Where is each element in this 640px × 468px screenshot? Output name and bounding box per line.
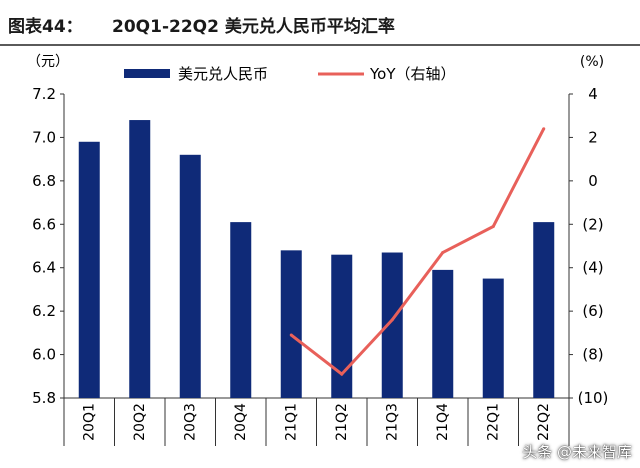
x-tick-label: 21Q1 [283, 403, 299, 441]
yoy-point-21Q1 [289, 333, 293, 337]
title-rule [0, 44, 640, 46]
figure-title: 20Q1-22Q2 美元兑人民币平均汇率 [112, 17, 395, 37]
x-tick-label: 20Q4 [233, 403, 249, 441]
figure-label: 图表44： [8, 17, 83, 37]
left-tick-label: 6.4 [32, 259, 56, 277]
x-tick-label: 20Q3 [182, 403, 198, 441]
x-tick-label: 22Q2 [536, 403, 552, 441]
legend-bar-swatch [124, 69, 170, 78]
left-tick-label: 7.0 [32, 128, 56, 146]
left-tick-label: 6.6 [32, 215, 56, 233]
right-tick-label: (8) [582, 346, 603, 364]
left-tick-label: 5.8 [32, 389, 56, 407]
bar-20Q3 [179, 154, 201, 398]
legend-bar-label: 美元兑人民币 [178, 65, 268, 83]
right-tick-label: 4 [588, 85, 598, 103]
yoy-point-22Q1 [491, 224, 495, 228]
x-tick-label: 21Q3 [384, 403, 400, 441]
x-tick-label: 20Q1 [81, 403, 97, 441]
yoy-point-21Q3 [390, 318, 394, 322]
left-tick-label: 6.0 [32, 346, 56, 364]
right-tick-label: 0 [588, 172, 598, 190]
bar-21Q1 [280, 250, 302, 398]
legend-line-label: YoY（右轴） [369, 65, 456, 83]
left-tick-label: 6.2 [32, 302, 56, 320]
bar-20Q1 [78, 141, 100, 398]
right-axis-unit: (%) [580, 54, 604, 70]
right-tick-label: (4) [582, 259, 603, 277]
left-axis-unit: （元） [27, 54, 69, 70]
right-tick-label: (10) [578, 389, 609, 407]
bar-22Q1 [482, 278, 504, 398]
left-tick-label: 7.2 [32, 85, 56, 103]
yoy-point-21Q2 [340, 372, 344, 376]
bar-21Q4 [432, 269, 454, 398]
bar-20Q2 [129, 120, 151, 399]
yoy-point-21Q4 [441, 251, 445, 255]
left-tick-label: 6.8 [32, 172, 56, 190]
bar-22Q2 [533, 222, 555, 398]
right-tick-label: (2) [582, 215, 603, 233]
watermark: 头条 @未来智库 [522, 443, 632, 461]
yoy-line [290, 128, 546, 377]
bar-21Q2 [331, 254, 353, 398]
bar-21Q3 [381, 252, 403, 398]
figure-header: 图表44： 20Q1-22Q2 美元兑人民币平均汇率 [0, 0, 640, 46]
right-tick-label: (6) [582, 302, 603, 320]
x-tick-label: 22Q1 [485, 403, 501, 441]
yoy-point-22Q2 [542, 127, 546, 131]
x-tick-label: 20Q2 [132, 403, 148, 441]
x-tick-label: 21Q4 [435, 403, 451, 441]
bar-20Q4 [230, 222, 252, 398]
right-tick-label: 2 [588, 128, 598, 146]
x-tick-label: 21Q2 [334, 403, 350, 441]
